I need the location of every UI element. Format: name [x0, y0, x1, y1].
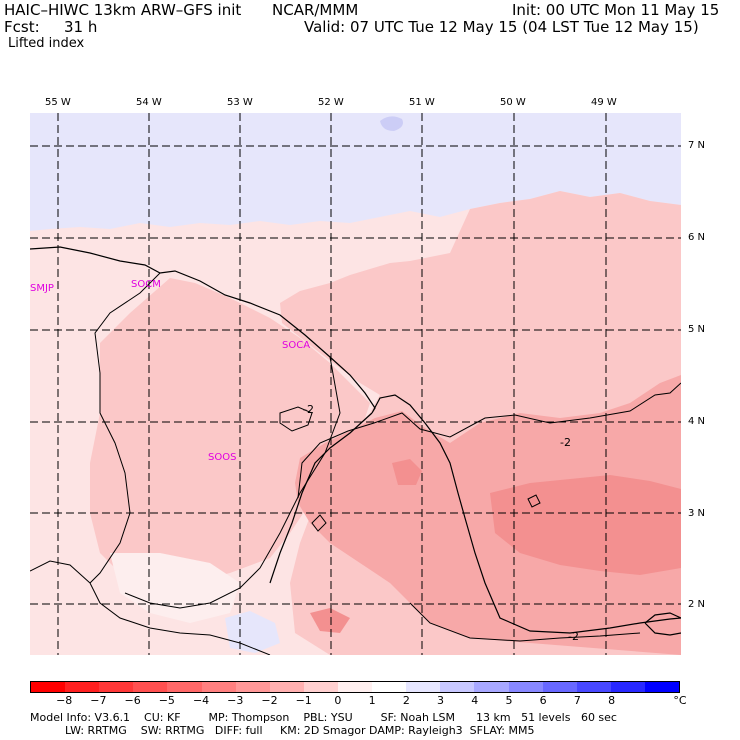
coastline: [30, 246, 681, 634]
colorbar-swatch: [99, 682, 134, 692]
contour-minus2-blob: [311, 514, 327, 532]
init-time: Init: 00 UTC Mon 11 May 15: [512, 1, 720, 19]
medium-pink-region: [295, 375, 681, 655]
forecast-label: Fcst:: [4, 18, 40, 36]
colorbar-tick-label: −6: [124, 694, 141, 707]
station-soca: SOCA: [282, 340, 311, 351]
station-smjp: SMJP: [30, 283, 54, 294]
lat-label-3n: 3 N: [688, 508, 706, 519]
station-socm: SOCM: [131, 279, 161, 290]
light-patch-southwest: [110, 553, 240, 623]
colorbar-swatch: [644, 682, 680, 692]
colorbar-tick-label: 0: [334, 694, 342, 707]
contour-minus2-small: [279, 406, 313, 432]
island-coast: [644, 612, 681, 636]
pink-region-guiana: [90, 278, 370, 583]
colorbar-swatch: [508, 682, 543, 692]
organization: NCAR/MMM: [272, 1, 359, 19]
colorbar-swatch: [201, 682, 236, 692]
contour-minus2-main: [297, 382, 681, 499]
lat-label-5n: 5 N: [688, 324, 706, 335]
dark-pink-core-east: [490, 475, 681, 575]
colorbar-swatch: [303, 682, 338, 692]
colorbar-swatch: [406, 682, 441, 692]
model-info-line1: Model Info: V3.6.1 CU: KF MP: Thompson P…: [30, 711, 617, 724]
colorbar-tick-label: 4: [471, 694, 479, 707]
colorbar-swatch: [474, 682, 509, 692]
colorbar: [30, 681, 680, 693]
colorbar-swatch: [31, 682, 66, 692]
valid-time: Valid: 07 UTC Tue 12 May 15 (04 LST Tue …: [304, 18, 699, 36]
model-info-line2: LW: RRTMG SW: RRTMG DIFF: full KM: 2D Sm…: [30, 724, 535, 737]
contour-minus2-south: [409, 602, 641, 642]
colorbar-tick-label: 2: [402, 694, 410, 707]
dark-pink-core-center: [392, 459, 422, 485]
colorbar-tick-label: 1: [368, 694, 376, 707]
colorbar-ticks: −8 −7 −6 −5 −4 −3 −2 −1 0 1 2 3 4 5 6 7 8 °C: [0, 694, 740, 708]
colorbar-tick-label: −4: [192, 694, 210, 707]
colorbar-swatch: [440, 682, 475, 692]
colorbar-tick-label: −5: [158, 694, 175, 707]
colorbar-tick-label: 3: [437, 694, 445, 707]
colorbar-tick-label: 8: [608, 694, 616, 707]
border-guiana-brazil: [124, 356, 341, 609]
colorbar-swatch: [337, 682, 373, 692]
coastline-amapa-inner: [269, 412, 373, 584]
contour-label: -2: [303, 403, 314, 416]
lat-label-7n: 7 N: [688, 140, 706, 151]
lon-label-50w: 50 W: [500, 97, 526, 108]
colorbar-swatch: [133, 682, 168, 692]
lat-label-4n: 4 N: [688, 416, 706, 427]
lat-label-6n: 6 N: [688, 232, 706, 243]
model-title: HAIC–HIWC 13km ARW–GFS init: [4, 1, 242, 19]
border-amapa-para: [89, 582, 271, 655]
colorbar-swatch: [65, 682, 100, 692]
lat-label-2n: 2 N: [688, 599, 706, 610]
colorbar-swatch: [269, 682, 304, 692]
lon-label-52w: 52 W: [318, 97, 344, 108]
colorbar-tick-label: 5: [505, 694, 513, 707]
grid-lines: [30, 113, 681, 655]
border-suriname-guiana: [89, 272, 161, 584]
colorbar-tick-label: −8: [56, 694, 73, 707]
colorbar-tick-label: −1: [295, 694, 312, 707]
colorbar-tick-label: 6: [539, 694, 547, 707]
contour-minus2-tiny: [527, 494, 541, 508]
dark-pink-core-west: [310, 608, 350, 633]
lon-label-51w: 51 W: [409, 97, 435, 108]
field-name: Lifted index: [8, 36, 85, 51]
colorbar-swatch: [167, 682, 202, 692]
colorbar-tick-label: −3: [227, 694, 244, 707]
colorbar-swatch: [542, 682, 577, 692]
colorbar-unit: °C: [673, 694, 687, 707]
colorbar-swatch: [576, 682, 611, 692]
colorbar-swatch: [235, 682, 270, 692]
blue-region-north: [30, 113, 681, 231]
blue-patch-top: [380, 116, 403, 131]
lon-label-53w: 53 W: [227, 97, 253, 108]
station-soos: SOOS: [208, 452, 237, 463]
colorbar-tick-label: −7: [90, 694, 107, 707]
border-west: [30, 560, 91, 584]
forecast-hours: 31 h: [64, 18, 98, 36]
lon-label-55w: 55 W: [45, 97, 71, 108]
lon-label-54w: 54 W: [136, 97, 162, 108]
colorbar-swatch: [610, 682, 645, 692]
contour-label: -2: [560, 436, 571, 449]
contour-label: -2: [568, 630, 579, 643]
lifted-index-map: [30, 113, 681, 655]
colorbar-tick-label: −2: [261, 694, 278, 707]
lon-label-49w: 49 W: [591, 97, 617, 108]
colorbar-tick-label: 7: [573, 694, 581, 707]
colorbar-swatch: [372, 682, 407, 692]
